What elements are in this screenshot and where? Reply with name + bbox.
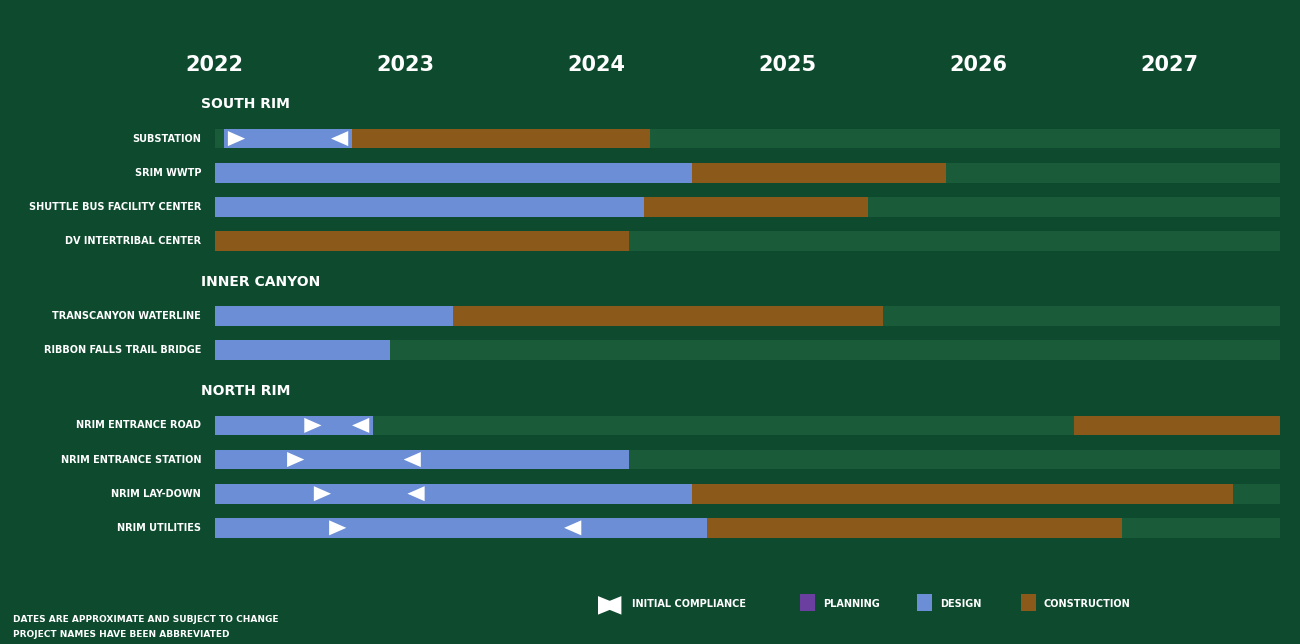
Bar: [214, 163, 1280, 183]
Bar: [214, 231, 629, 251]
Text: 2022: 2022: [186, 55, 243, 75]
Text: SHUTTLE BUS FACILITY CENTER: SHUTTLE BUS FACILITY CENTER: [29, 202, 202, 212]
Bar: [1074, 415, 1280, 435]
Text: CONSTRUCTION: CONSTRUCTION: [1044, 599, 1131, 609]
Bar: [707, 518, 1122, 538]
Text: NRIM ENTRANCE ROAD: NRIM ENTRANCE ROAD: [77, 421, 202, 430]
Polygon shape: [403, 452, 421, 467]
Bar: [214, 518, 707, 538]
Text: SOUTH RIM: SOUTH RIM: [202, 97, 290, 111]
Bar: [454, 307, 883, 326]
Text: NRIM LAY-DOWN: NRIM LAY-DOWN: [112, 489, 202, 498]
Bar: [352, 129, 650, 149]
Polygon shape: [304, 418, 321, 433]
Polygon shape: [329, 520, 346, 535]
Bar: [692, 484, 1232, 504]
Text: 2023: 2023: [377, 55, 434, 75]
Text: SUBSTATION: SUBSTATION: [133, 133, 202, 144]
Bar: [214, 450, 629, 469]
Text: NRIM ENTRANCE STATION: NRIM ENTRANCE STATION: [61, 455, 202, 464]
Bar: [214, 197, 1280, 217]
Polygon shape: [332, 131, 348, 146]
Bar: [224, 129, 352, 149]
Polygon shape: [407, 486, 425, 501]
Text: DV INTERTRIBAL CENTER: DV INTERTRIBAL CENTER: [65, 236, 202, 246]
Bar: [214, 518, 1280, 538]
Text: PROJECT NAMES HAVE BEEN ABBREVIATED: PROJECT NAMES HAVE BEEN ABBREVIATED: [13, 630, 230, 639]
Bar: [214, 341, 1280, 360]
Text: PLANNING: PLANNING: [823, 599, 880, 609]
Bar: [214, 415, 1280, 435]
Text: NORTH RIM: NORTH RIM: [202, 384, 290, 398]
Text: INNER CANYON: INNER CANYON: [202, 275, 320, 289]
Bar: [214, 307, 1280, 326]
Bar: [214, 307, 454, 326]
Bar: [214, 484, 1280, 504]
Bar: [214, 415, 373, 435]
Text: RIBBON FALLS TRAIL BRIDGE: RIBBON FALLS TRAIL BRIDGE: [44, 345, 202, 355]
Text: 2025: 2025: [759, 55, 816, 75]
Text: 2026: 2026: [950, 55, 1008, 75]
Polygon shape: [227, 131, 246, 146]
Polygon shape: [564, 520, 581, 535]
Text: DATES ARE APPROXIMATE AND SUBJECT TO CHANGE: DATES ARE APPROXIMATE AND SUBJECT TO CHA…: [13, 615, 278, 624]
Polygon shape: [287, 452, 304, 467]
Text: 2027: 2027: [1140, 55, 1199, 75]
Bar: [214, 231, 1280, 251]
Bar: [214, 450, 1280, 469]
Bar: [214, 197, 645, 217]
Text: 2024: 2024: [568, 55, 625, 75]
Polygon shape: [313, 486, 332, 501]
Text: SRIM WWTP: SRIM WWTP: [135, 167, 202, 178]
Text: NRIM UTILITIES: NRIM UTILITIES: [117, 523, 202, 533]
Bar: [214, 341, 390, 360]
Bar: [692, 163, 946, 183]
Bar: [214, 484, 692, 504]
Polygon shape: [352, 418, 369, 433]
Bar: [214, 163, 692, 183]
Text: TRANSCANYON WATERLINE: TRANSCANYON WATERLINE: [52, 311, 202, 321]
Bar: [214, 129, 1280, 149]
Bar: [645, 197, 868, 217]
Text: DESIGN: DESIGN: [940, 599, 982, 609]
Text: INITIAL COMPLIANCE: INITIAL COMPLIANCE: [632, 599, 746, 609]
